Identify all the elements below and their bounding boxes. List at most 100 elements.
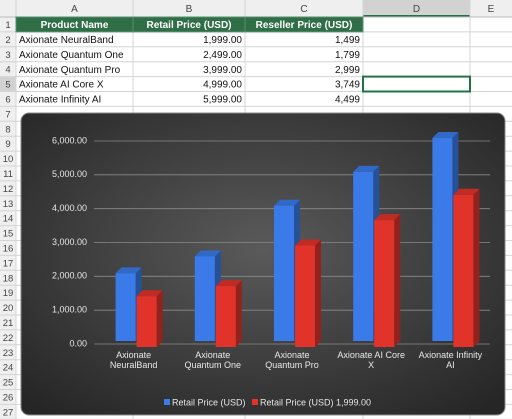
bar-side-shade <box>315 239 321 347</box>
cell-text: Axionate NeuralBand <box>19 35 114 46</box>
bar-side <box>473 188 480 347</box>
bar-side-shade <box>235 280 242 347</box>
bar-top-shade <box>136 290 163 297</box>
bar-side <box>394 214 401 347</box>
x-tick-label: Axionate AI Core X <box>337 350 405 370</box>
bar <box>432 138 453 341</box>
row-number: 9 <box>5 139 10 150</box>
bar-side <box>235 280 242 347</box>
bar-top-shade <box>215 280 242 287</box>
row-number: 27 <box>3 407 14 418</box>
bar <box>136 296 157 347</box>
y-tick-label: 4,000.00 <box>52 203 87 213</box>
row-number: 7 <box>5 109 10 120</box>
row-number: 10 <box>3 154 14 165</box>
row-number: 5 <box>5 80 10 91</box>
legend-label: Retail Price (USD) <box>172 397 246 407</box>
header-text: Product Name <box>41 20 109 31</box>
header-text: Retail Price (USD) <box>146 20 231 31</box>
cell-text: 1,999.00 <box>203 35 242 46</box>
bar-top <box>432 132 459 139</box>
row-number: 12 <box>3 184 14 195</box>
bar-side-shade <box>156 290 163 347</box>
y-tick-label: 2,000.00 <box>52 271 87 281</box>
bar <box>215 286 236 347</box>
bar-top-shade <box>115 267 142 274</box>
y-tick-label: 1,000.00 <box>52 305 87 315</box>
bar <box>274 205 294 341</box>
cell-text: 3,999.00 <box>203 65 242 76</box>
x-tick-label: Axionate Infinity AI <box>418 350 483 370</box>
header-text: Reseller Price (USD) <box>256 20 353 31</box>
bar <box>374 220 395 347</box>
column-letter: D <box>413 4 420 15</box>
bar-top-shade <box>432 132 459 139</box>
bar-side-shade <box>394 214 401 347</box>
bar-top <box>274 199 300 206</box>
bar <box>453 194 474 347</box>
cell-text: 1,799 <box>335 50 360 61</box>
bar-top-shade <box>453 188 480 195</box>
row-number: 20 <box>3 303 14 314</box>
row-number: 8 <box>5 124 10 135</box>
bar-side <box>315 239 321 347</box>
cell-text: 3,749 <box>335 80 360 91</box>
selected-cell <box>362 75 471 93</box>
row-header-bar <box>0 17 16 419</box>
x-tick-label: Axionate Quantum Pro <box>265 350 319 370</box>
bar-top <box>353 165 380 172</box>
row-number: 23 <box>3 348 14 359</box>
row-number: 6 <box>5 94 10 105</box>
row-number: 2 <box>5 35 10 46</box>
row-number: 13 <box>3 199 14 210</box>
bar-top <box>215 280 242 287</box>
bar-top <box>136 290 163 297</box>
row-number: 16 <box>3 243 14 254</box>
row-number: 3 <box>5 50 10 61</box>
bar <box>295 245 315 347</box>
bar-top-shade <box>374 214 401 221</box>
selected-column-header <box>363 0 470 17</box>
y-tick-label: 6,000.00 <box>52 135 87 145</box>
bar-top <box>374 214 401 221</box>
column-letter: C <box>300 4 307 15</box>
row-number: 18 <box>3 273 14 284</box>
cell-text: 2,499.00 <box>203 50 242 61</box>
bar-top <box>453 188 480 195</box>
bar-top-shade <box>353 165 380 172</box>
y-tick-label: 3,000.00 <box>52 237 87 247</box>
row-number: 22 <box>3 333 14 344</box>
column-letter: B <box>186 4 193 15</box>
bar-side-shade <box>473 188 480 347</box>
bar <box>115 273 136 341</box>
cell-text: 2,999 <box>335 65 360 76</box>
row-number: 25 <box>3 378 14 389</box>
legend-label: Retail Price (USD) 1,999.00 <box>260 397 371 407</box>
cell-text: 4,499 <box>335 95 360 106</box>
row-number: 24 <box>3 363 14 374</box>
column-letter: E <box>488 4 495 15</box>
cell-text: 4,999.00 <box>203 80 242 91</box>
row-number: 4 <box>5 65 10 76</box>
column-letter: A <box>71 4 78 15</box>
y-tick-label: 0.00 <box>69 338 87 348</box>
header-cell <box>244 16 364 33</box>
cell-text: 5,999.00 <box>203 95 242 106</box>
x-tick-label: Axionate Quantum One <box>184 350 242 370</box>
cell-text: 1,499 <box>335 35 360 46</box>
y-tick-label: 5,000.00 <box>52 169 87 179</box>
row-number: 11 <box>3 169 13 180</box>
legend-swatch <box>164 399 170 405</box>
bar-top-shade <box>194 250 221 257</box>
cell-text: Axionate Infinity AI <box>19 95 101 106</box>
bar <box>353 171 374 341</box>
cell-text: Axionate Quantum Pro <box>19 65 121 76</box>
bar-top <box>115 267 142 274</box>
row-number: 26 <box>3 392 14 403</box>
bar-top <box>295 239 321 246</box>
bar-top-shade <box>295 239 321 246</box>
row-number: 21 <box>3 318 14 329</box>
selected-row-header <box>0 76 16 92</box>
